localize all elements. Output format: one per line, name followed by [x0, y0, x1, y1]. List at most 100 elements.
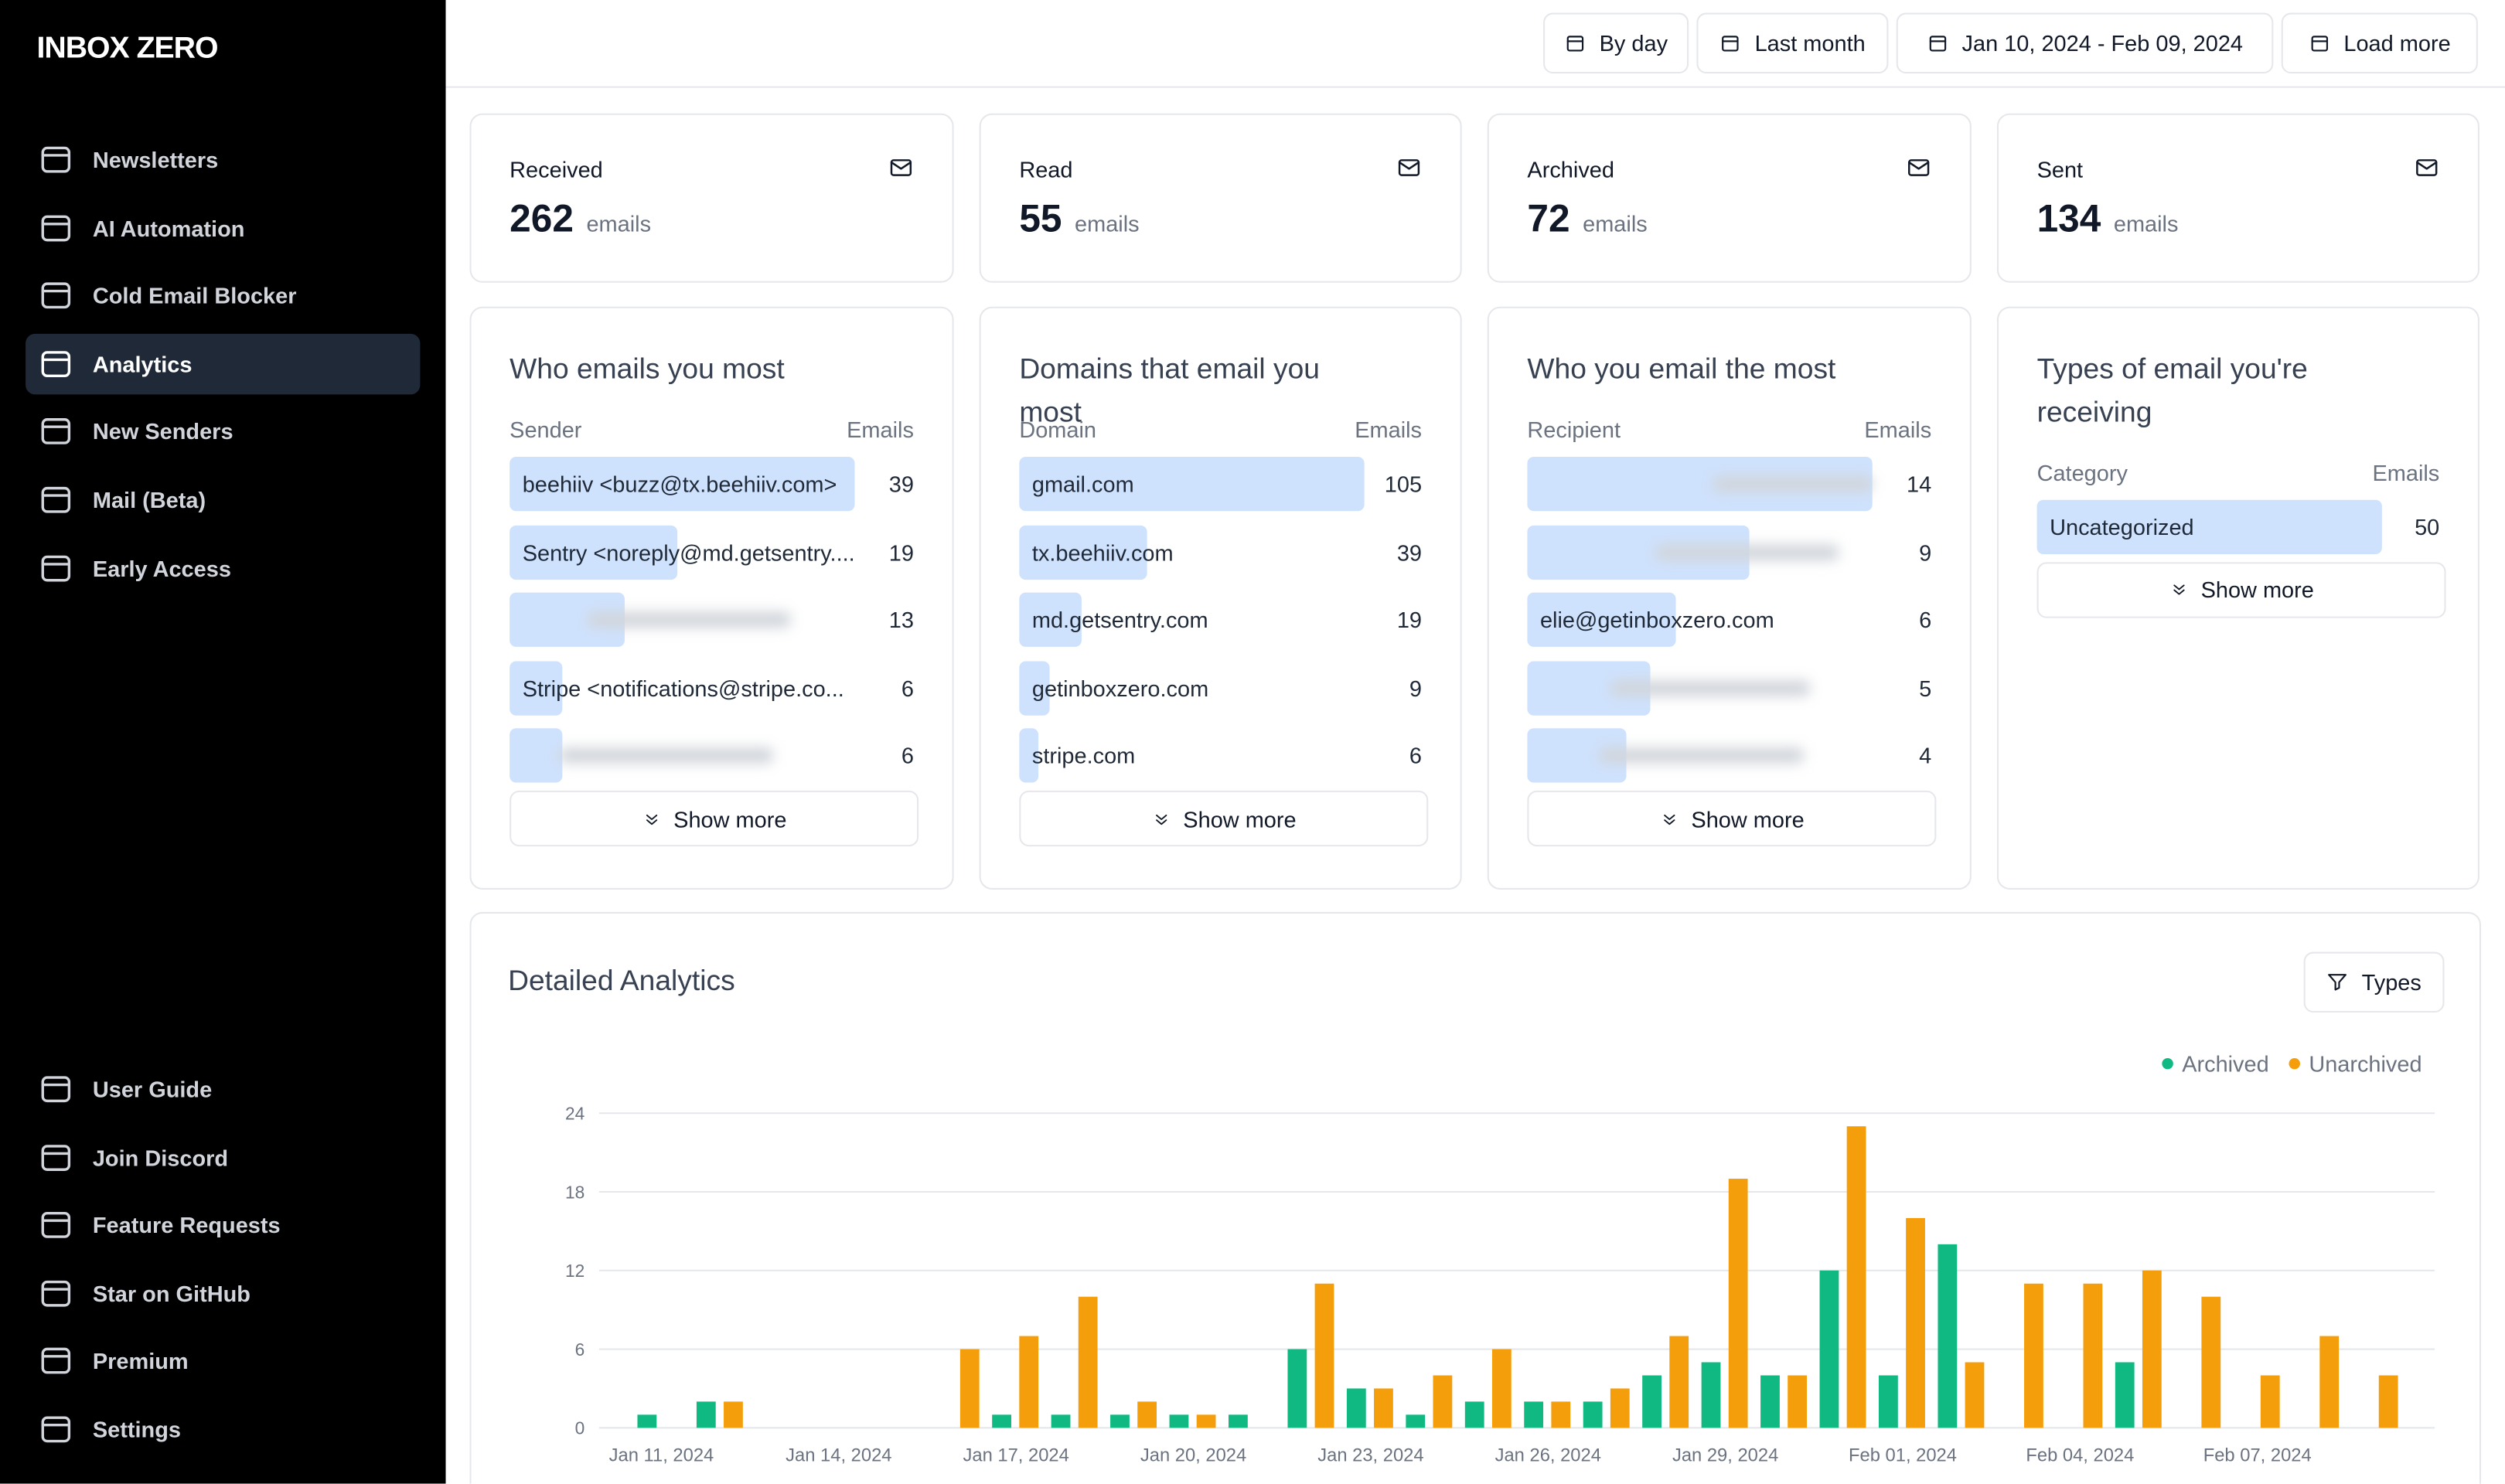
bar [1788, 1375, 1808, 1428]
show-more-button[interactable]: Show more [1527, 790, 1937, 847]
nav-item[interactable]: Cold Email Blocker [26, 265, 420, 326]
y-tick-label: 0 [575, 1418, 585, 1438]
icon [1663, 813, 1675, 825]
stat-label: Read [1019, 156, 1073, 182]
icon [41, 418, 71, 445]
x-tick-label: Jan 11, 2024 [609, 1445, 714, 1466]
nav-item[interactable]: Star on GitHub [26, 1263, 420, 1324]
bar [1374, 1388, 1393, 1428]
row-bar [1019, 456, 1365, 512]
icon [1929, 36, 1947, 52]
row-count: 19 [888, 539, 914, 565]
row-label: Sentry <noreply@md.getsentry.... [522, 539, 855, 565]
toolbar-button[interactable]: Load more [2281, 12, 2478, 74]
bar [1110, 1414, 1130, 1428]
nav-item[interactable]: Early Access [26, 538, 420, 599]
row-bar [1019, 729, 1039, 784]
button-label: Show more [2200, 577, 2314, 603]
nav-label: Feature Requests [92, 1212, 281, 1238]
row-count: 6 [901, 743, 914, 769]
bar [2115, 1362, 2135, 1428]
stat-row: 55 emails [1019, 198, 1139, 243]
bar [637, 1414, 657, 1428]
stat-icon [2414, 155, 2439, 188]
bar [1406, 1414, 1426, 1428]
row-count: 4 [1919, 743, 1932, 769]
nav-item[interactable]: New Senders [26, 401, 420, 462]
nav-item[interactable]: Settings [26, 1399, 420, 1460]
row-label: md.getsentry.com [1031, 607, 1208, 633]
row-count: 5 [1919, 675, 1932, 701]
legend-label: Unarchived [2309, 1053, 2422, 1077]
nav-label: Join Discord [92, 1144, 229, 1170]
icon [1398, 159, 1420, 176]
nav-item[interactable]: Newsletters [26, 129, 420, 190]
icon [41, 554, 71, 581]
bar [1906, 1217, 1925, 1428]
bar [1938, 1244, 1958, 1428]
row-bar [2036, 499, 2382, 555]
nav-label: Mail (Beta) [92, 487, 206, 513]
stat-row: 72 emails [1527, 198, 1647, 243]
button-label: Types [2361, 969, 2422, 996]
bar [1760, 1375, 1780, 1428]
nav-item[interactable]: Join Discord [26, 1127, 420, 1188]
show-more-button[interactable]: Show more [510, 790, 919, 847]
nav-item[interactable]: AI Automation [26, 197, 420, 258]
column-label: Recipient [1527, 417, 1621, 443]
nav-item[interactable]: Feature Requests [26, 1195, 420, 1256]
bar [1229, 1414, 1248, 1428]
icon [1566, 36, 1584, 52]
row-label: stripe.com [1031, 743, 1136, 769]
icon [2416, 159, 2438, 176]
button-label: Jan 10, 2024 - Feb 09, 2024 [1961, 30, 2244, 56]
stat-unit: emails [1075, 210, 1140, 237]
row-redacted [1655, 543, 1839, 560]
show-more-button[interactable]: Show more [2036, 561, 2446, 618]
column-value-label: Emails [1355, 417, 1423, 443]
legend-marker [2162, 1057, 2173, 1070]
row-count: 19 [1396, 607, 1423, 633]
bar [1314, 1283, 1334, 1428]
bar [2378, 1375, 2398, 1428]
icon [41, 486, 71, 513]
stat-card: Read 55 emails [979, 113, 1462, 283]
logo[interactable]: INBOX ZERO [36, 32, 219, 66]
toolbar-button[interactable]: Jan 10, 2024 - Feb 09, 2024 [1896, 12, 2274, 74]
stat-row: 134 emails [2037, 198, 2179, 243]
icon [890, 159, 912, 176]
list-card: Domains that email you most Domain Emails g… [979, 306, 1462, 890]
filter-button[interactable]: Types [2303, 951, 2445, 1013]
toolbar-button[interactable]: By day [1543, 12, 1689, 74]
nav-label: Cold Email Blocker [92, 283, 297, 309]
show-more-button[interactable]: Show more [1019, 790, 1429, 847]
row-count: 39 [1396, 539, 1423, 565]
stat-label: Received [510, 156, 603, 182]
bar [1346, 1388, 1366, 1428]
icon [41, 1348, 71, 1375]
bar [2142, 1270, 2162, 1428]
x-tick-label: Feb 04, 2024 [2026, 1445, 2134, 1466]
nav-label: User Guide [92, 1076, 213, 1102]
icon [2173, 584, 2184, 595]
nav-item[interactable]: Mail (Beta) [26, 470, 420, 531]
nav-item[interactable]: User Guide [26, 1059, 420, 1120]
row-count: 6 [1919, 607, 1932, 633]
icon [41, 214, 71, 241]
legend-marker [2289, 1057, 2300, 1070]
stat-value: 134 [2036, 198, 2101, 242]
row-bar [1527, 592, 1675, 648]
list-card: Who emails you most Sender Emails beehiiv <… [469, 306, 954, 890]
row-label: gmail.com [1031, 471, 1134, 497]
toolbar-button[interactable]: Last month [1696, 12, 1889, 74]
nav-item[interactable]: Analytics [26, 333, 421, 394]
button-label: Show more [673, 805, 787, 832]
bar [1551, 1401, 1571, 1428]
row-label: Stripe <notifications@stripe.co... [522, 675, 844, 701]
icon [1155, 813, 1167, 825]
icon [1908, 159, 1930, 176]
bar [992, 1414, 1011, 1428]
nav-item[interactable]: Premium [26, 1331, 420, 1392]
icon [1722, 36, 1740, 52]
bar [696, 1401, 716, 1428]
